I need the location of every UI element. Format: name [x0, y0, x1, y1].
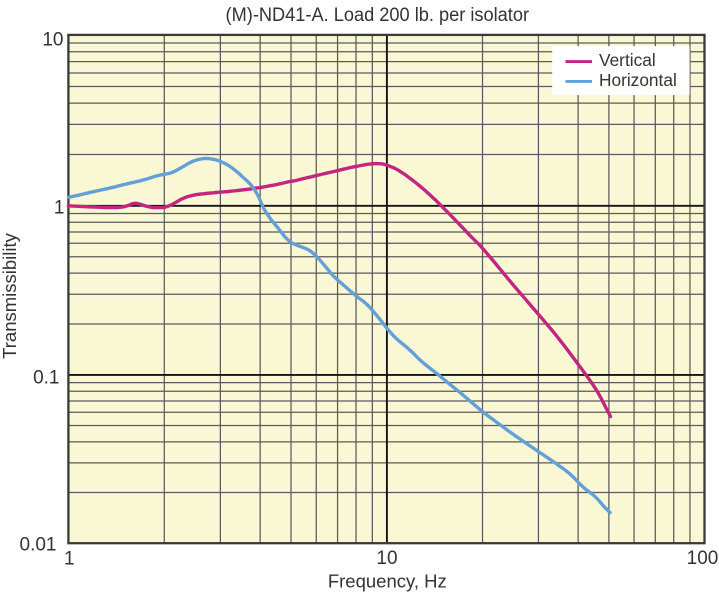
svg-text:1: 1 — [54, 197, 65, 218]
svg-text:0.01: 0.01 — [20, 535, 57, 556]
svg-text:10: 10 — [376, 548, 397, 569]
svg-text:Vertical: Vertical — [599, 50, 656, 70]
svg-text:1: 1 — [64, 548, 75, 569]
svg-text:0.1: 0.1 — [33, 368, 59, 389]
svg-text:(M)-ND41-A. Load 200 lb. per i: (M)-ND41-A. Load 200 lb. per isolator — [226, 5, 530, 26]
svg-text:100: 100 — [687, 548, 719, 569]
svg-text:Transmissibility: Transmissibility — [0, 232, 20, 358]
svg-text:Frequency, Hz: Frequency, Hz — [328, 571, 447, 592]
svg-text:Horizontal: Horizontal — [599, 70, 677, 90]
svg-text:10: 10 — [42, 29, 63, 50]
